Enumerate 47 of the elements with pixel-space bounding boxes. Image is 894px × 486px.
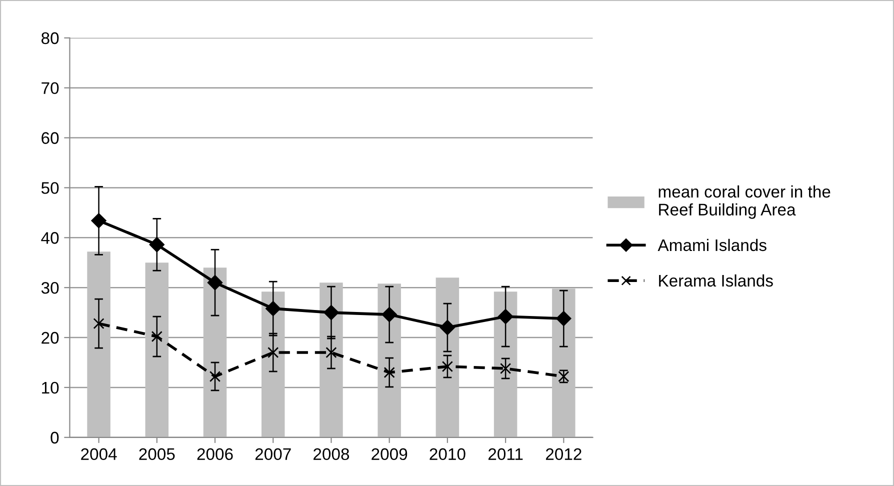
- bar: [87, 252, 110, 438]
- point: [384, 366, 395, 378]
- x-tick-label: 2004: [81, 448, 117, 460]
- y-tick-label: 50: [41, 182, 59, 194]
- y-tick-label: 70: [42, 82, 59, 94]
- bar: [203, 268, 227, 438]
- bar: [494, 292, 518, 438]
- bar: [261, 292, 285, 438]
- y-tick-label: 20: [42, 332, 59, 344]
- point: [326, 346, 337, 358]
- x-tick-label: 2006: [197, 448, 233, 460]
- point: [151, 330, 162, 342]
- x-tick-label: 2007: [255, 448, 291, 460]
- bar: [552, 288, 576, 438]
- y-tick-label: 10: [42, 382, 59, 394]
- point: [500, 362, 512, 374]
- point: [91, 213, 106, 228]
- point: [266, 300, 281, 316]
- point: [268, 346, 279, 358]
- x-tick-label: 2008: [314, 448, 350, 460]
- point: [149, 237, 164, 252]
- bar: [378, 284, 401, 438]
- y-tick-label: 30: [41, 282, 59, 294]
- point: [556, 310, 572, 326]
- y-tick-label: 60: [42, 132, 59, 144]
- legend-label: Kerama Islands: [659, 274, 773, 287]
- point: [382, 306, 397, 322]
- point: [440, 320, 456, 336]
- y-tick-label: 80: [42, 32, 59, 44]
- y-tick-label: 0: [50, 432, 59, 444]
- point: [207, 275, 223, 290]
- legend-label: Amami Islands: [658, 238, 766, 252]
- bar: [436, 278, 460, 438]
- bar: [320, 282, 343, 438]
- bar: [145, 262, 169, 438]
- legend-label: mean coral cover in the Reef Building Area: [658, 185, 830, 219]
- y-tick-label: 40: [41, 232, 59, 244]
- point: [324, 304, 339, 320]
- x-tick-label: 2005: [139, 448, 175, 460]
- point: [93, 318, 104, 330]
- point: [498, 308, 514, 324]
- x-tick-label: 2009: [372, 448, 408, 460]
- point: [442, 360, 454, 372]
- x-tick-label: 2012: [546, 448, 582, 460]
- point: [209, 370, 221, 382]
- x-tick-label: 2010: [430, 448, 466, 460]
- x-tick-label: 2011: [488, 448, 523, 460]
